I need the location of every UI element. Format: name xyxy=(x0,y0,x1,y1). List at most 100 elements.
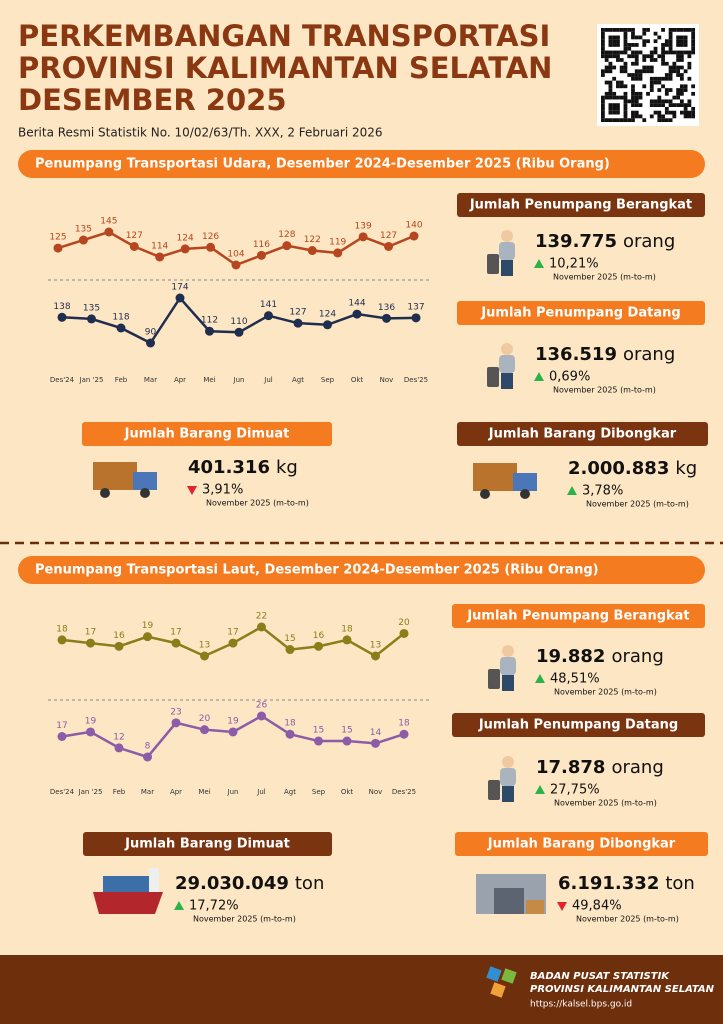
qr-cell xyxy=(683,88,688,92)
qr-cell xyxy=(679,110,684,115)
point xyxy=(171,638,181,648)
qr-cell xyxy=(601,31,605,36)
qr-cell xyxy=(608,88,613,92)
qr-cell xyxy=(668,31,673,36)
trend-arrow xyxy=(557,902,567,911)
stat-unit: orang xyxy=(623,344,675,365)
point-label: 12 xyxy=(113,732,124,742)
icon-head xyxy=(501,343,513,355)
point-label: 122 xyxy=(304,235,321,245)
qr-cell xyxy=(672,114,677,119)
qr-cell xyxy=(657,35,662,40)
qr-cell xyxy=(691,106,696,111)
qr-cell xyxy=(623,91,628,96)
qr-cell xyxy=(668,35,673,40)
point-label: 125 xyxy=(49,233,66,243)
point xyxy=(231,260,241,270)
qr-cell xyxy=(657,80,662,85)
stat-unit: orang xyxy=(623,231,675,252)
qr-cell xyxy=(634,110,639,115)
stat-note: November 2025 (m-to-m) xyxy=(193,915,296,924)
qr-cell xyxy=(668,43,673,47)
qr-cell xyxy=(627,43,632,47)
point-label: 22 xyxy=(256,612,267,622)
point xyxy=(57,312,67,322)
qr-cell xyxy=(634,54,639,59)
x-tick-label: Jun xyxy=(227,788,239,796)
qr-cell xyxy=(638,35,643,40)
qr-cell xyxy=(623,35,628,40)
qr-cell xyxy=(657,88,662,92)
qr-cell xyxy=(616,95,620,100)
qr-cell xyxy=(691,35,696,40)
qr-cell xyxy=(608,69,613,74)
point-label: 127 xyxy=(126,231,143,241)
x-tick-label: Agt xyxy=(284,788,296,796)
qr-cell xyxy=(642,43,647,47)
qr-cell xyxy=(612,50,617,55)
point-label: 137 xyxy=(407,302,424,312)
qr-cell xyxy=(612,91,617,96)
qr-cell xyxy=(668,69,673,74)
qr-cell xyxy=(612,118,617,123)
qr-cell xyxy=(601,28,605,32)
icon xyxy=(473,463,537,499)
qr-cell xyxy=(631,50,635,55)
qr-cell xyxy=(634,73,639,77)
qr-cell xyxy=(649,114,654,119)
stat-number: 6.191.332 xyxy=(558,873,659,894)
stat-unit: ton xyxy=(295,873,324,894)
qr-cell xyxy=(668,103,673,107)
qr-cell xyxy=(649,65,654,70)
point xyxy=(256,250,266,260)
qr-cell xyxy=(668,110,673,115)
x-tick-label: Mei xyxy=(203,376,215,384)
qr-cell xyxy=(623,114,628,119)
x-tick-label: Mei xyxy=(198,788,210,796)
qr-cell xyxy=(646,69,650,74)
qr-cell xyxy=(612,110,617,115)
x-tick-label: Feb xyxy=(115,376,128,384)
qr-cell xyxy=(683,114,688,119)
qr-cell xyxy=(679,43,684,47)
qr-cell xyxy=(649,54,654,59)
qr-cell xyxy=(687,65,692,70)
trend-arrow xyxy=(535,674,545,683)
stat-unit: orang xyxy=(611,757,663,778)
qr-cell xyxy=(653,46,658,51)
qr-cell xyxy=(653,110,658,115)
qr-cell xyxy=(649,99,654,104)
qr-cell xyxy=(627,73,632,77)
qr-cell xyxy=(608,35,613,40)
qr-cell xyxy=(664,99,669,104)
point xyxy=(116,323,126,333)
qr-cell xyxy=(679,99,684,104)
qr-cell xyxy=(631,76,635,81)
qr-cell xyxy=(642,54,647,59)
title-line: PERKEMBANGAN TRANSPORTASI xyxy=(18,19,550,53)
qr-cell xyxy=(668,46,673,51)
qr-cell xyxy=(612,28,617,32)
point xyxy=(200,725,209,735)
qr-cell xyxy=(601,114,605,119)
stat-note: November 2025 (m-to-m) xyxy=(206,499,309,508)
icon-head xyxy=(501,230,513,242)
point xyxy=(205,326,214,336)
qr-cell xyxy=(687,61,692,66)
qr-cell xyxy=(608,43,613,47)
point xyxy=(200,651,209,661)
point xyxy=(206,242,216,252)
point xyxy=(78,235,88,245)
point-label: 124 xyxy=(177,233,194,243)
qr-cell xyxy=(604,50,609,55)
stat-unit: kg xyxy=(276,457,298,478)
stat-value: 136.519 orang xyxy=(535,344,675,365)
qr-cell xyxy=(642,31,647,36)
qr-cell xyxy=(687,50,692,55)
qr-cell xyxy=(623,31,628,36)
qr-cell xyxy=(672,103,677,107)
qr-cell xyxy=(676,28,680,32)
x-tick-label: Des'25 xyxy=(392,788,416,796)
qr-cell xyxy=(612,95,617,100)
stat-unit: kg xyxy=(675,458,697,479)
